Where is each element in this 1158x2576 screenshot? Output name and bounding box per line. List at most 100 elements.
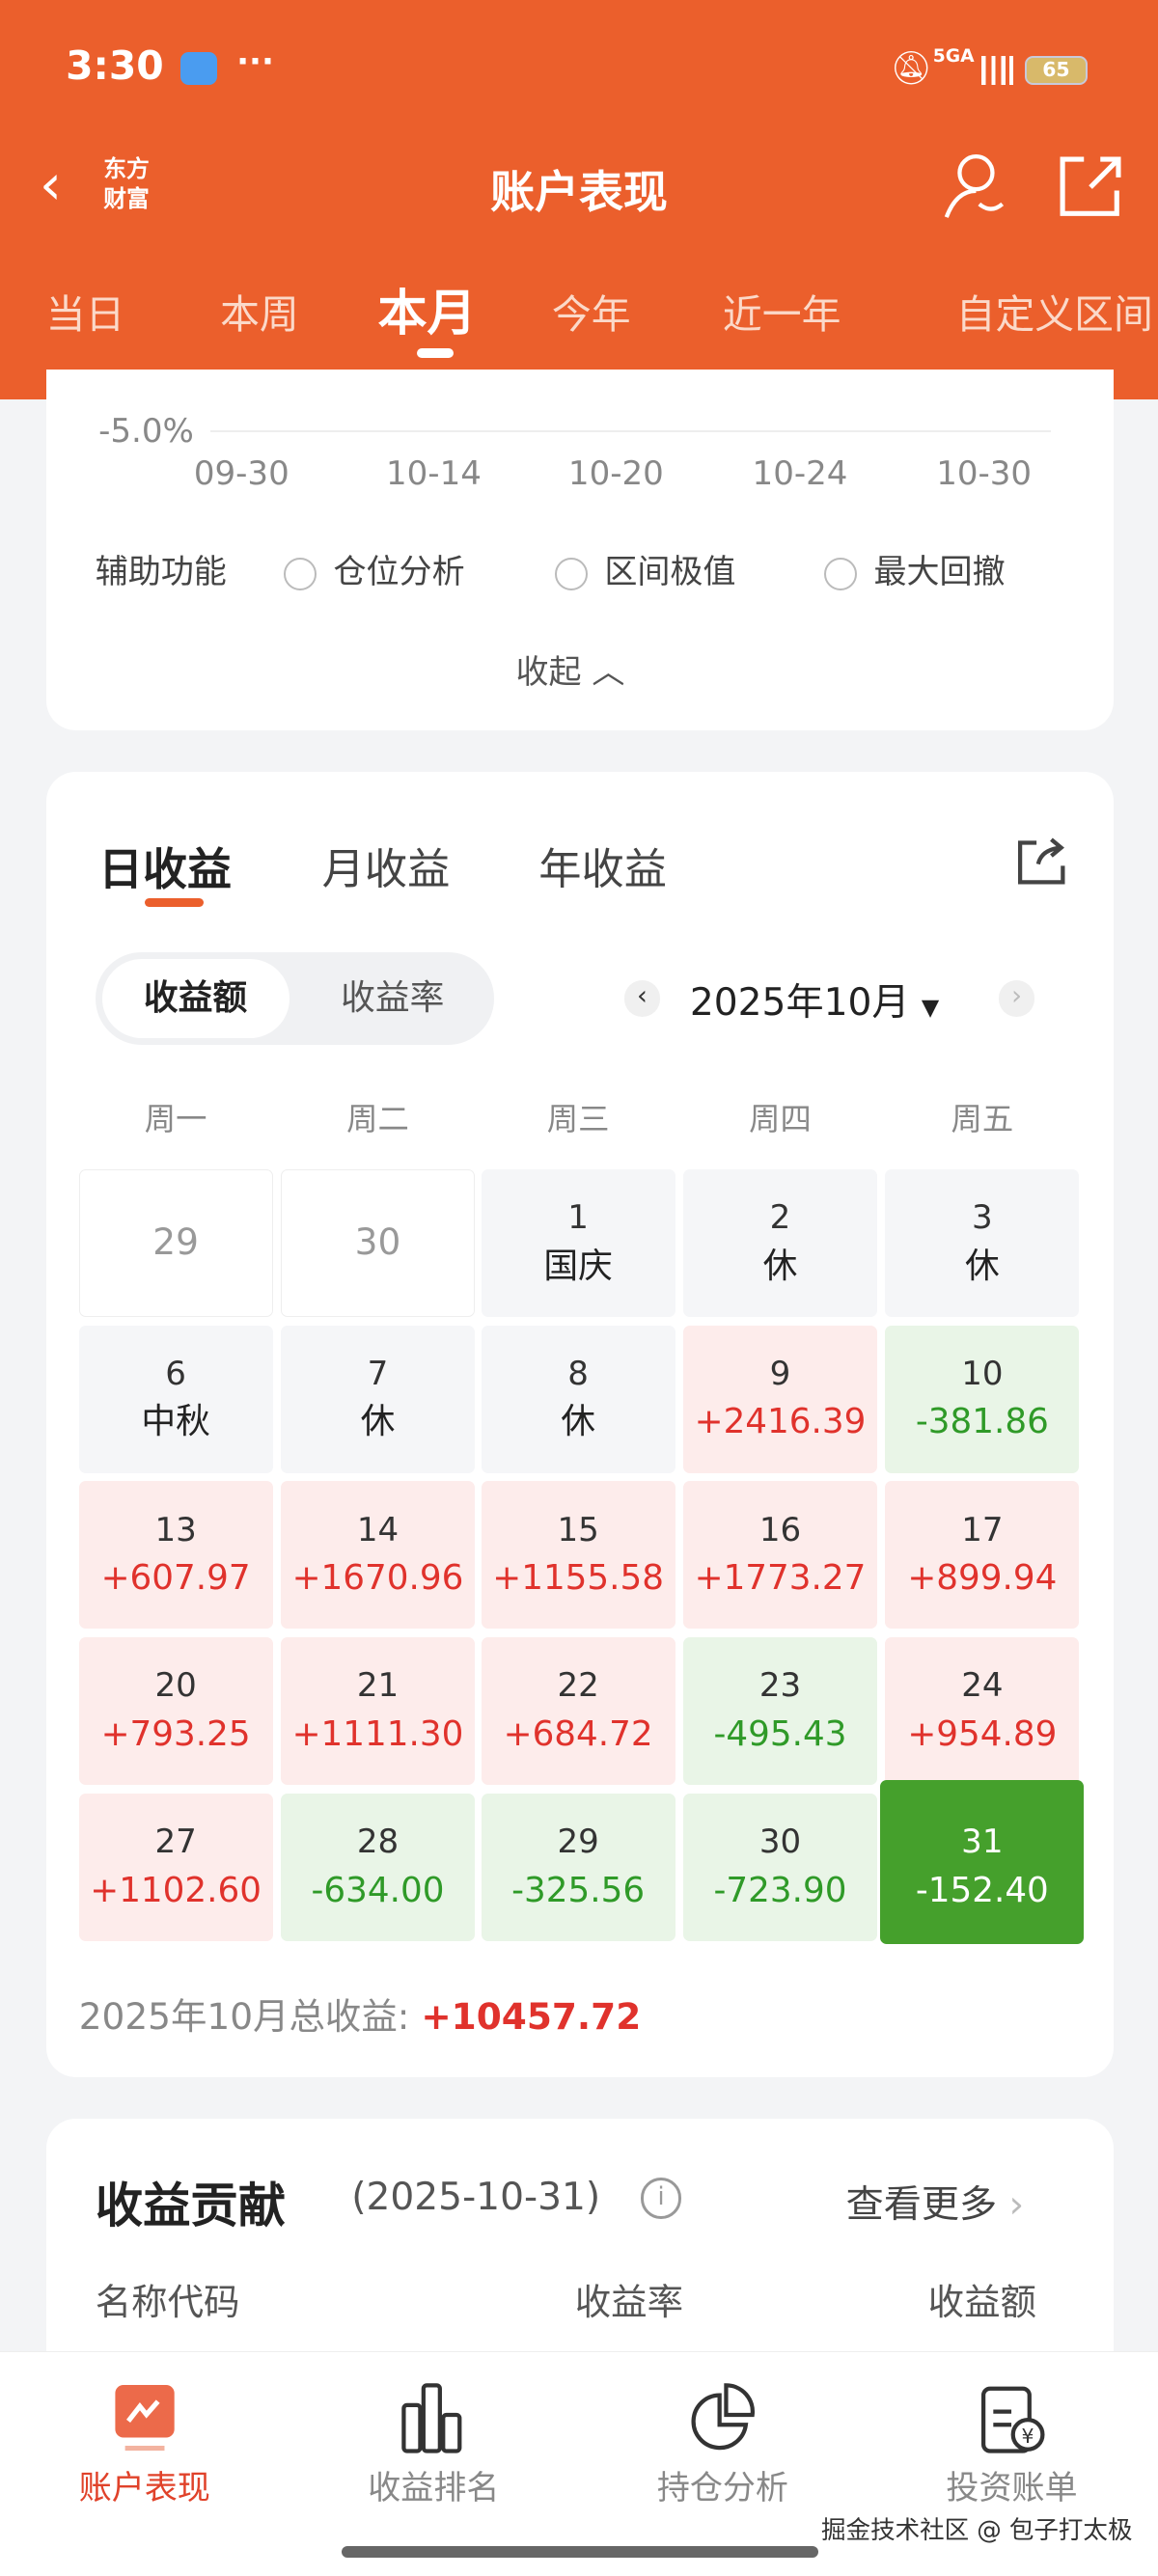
tab-year[interactable]: 今年 [551, 290, 631, 338]
day-number: 30 [758, 1822, 802, 1861]
holiday-label: 中秋 [141, 1402, 210, 1442]
day-number: 29 [152, 1219, 199, 1263]
next-month-button[interactable]: › [998, 980, 1035, 1017]
calendar-day[interactable]: 29 -325.56 [481, 1793, 676, 1941]
bell-muted-icon: 🔕︎ [890, 49, 932, 89]
day-income: -325.56 [511, 1870, 646, 1910]
calendar-day[interactable]: 15 +1155.58 [481, 1481, 676, 1630]
day-number: 15 [557, 1510, 599, 1549]
calendar-day[interactable]: 30 -723.90 [683, 1793, 877, 1941]
grid-line [209, 429, 1052, 432]
calendar-day[interactable]: 1 国庆 [481, 1168, 676, 1318]
home-indicator[interactable] [342, 2546, 818, 2559]
calendar-day[interactable]: 6 中秋 [78, 1325, 273, 1473]
calendar-day[interactable]: 23 -495.43 [683, 1636, 877, 1786]
nav-label: 账户表现 [78, 2468, 210, 2507]
collapse-label: 收起 [515, 652, 582, 692]
calendar-day[interactable]: 21 +1111.30 [281, 1636, 475, 1786]
total-value: +10457.72 [421, 1994, 642, 2038]
day-number: 7 [367, 1354, 389, 1393]
calendar-day[interactable]: 30 [281, 1168, 475, 1318]
option-label: 区间极值 [604, 553, 736, 592]
period-tabs: 当日 本周 本月 今年 近一年 自定义区间 [0, 283, 1158, 348]
day-income: -381.86 [915, 1402, 1049, 1442]
watermark: 掘金技术社区 @ 包子打太极 [821, 2515, 1133, 2545]
tab-daily[interactable]: 日收益 [98, 842, 232, 895]
battery-icon: 65 [1025, 55, 1088, 86]
toggle-rate[interactable]: 收益率 [341, 978, 445, 1018]
weekday-label: 周四 [749, 1100, 812, 1137]
tab-month[interactable]: 本月 [377, 285, 477, 343]
bar-chart-icon [401, 2383, 462, 2453]
calendar-day[interactable]: 20 +793.25 [78, 1636, 273, 1786]
more-notifications: ··· [236, 42, 274, 82]
x-tick: 10-20 [567, 454, 664, 494]
day-number: 21 [356, 1666, 400, 1706]
prev-month-button[interactable]: ‹ [623, 980, 661, 1017]
calendar-day[interactable]: 24 +954.89 [885, 1636, 1080, 1786]
signal-icon [974, 55, 1014, 86]
chart-card: -5.0% 09-30 10-14 10-20 10-24 10-30 辅助功能… [45, 369, 1115, 731]
calendar-day[interactable]: 22 +684.72 [481, 1636, 676, 1786]
back-icon[interactable]: ‹ [39, 151, 62, 217]
export-icon[interactable] [1015, 835, 1067, 887]
day-number: 17 [961, 1510, 1004, 1549]
day-number: 8 [567, 1354, 589, 1393]
holiday-label: 休 [762, 1246, 798, 1286]
month-selector[interactable]: 2025年10月 ▼ [690, 973, 939, 1027]
radio-icon [555, 557, 589, 590]
calendar-day[interactable]: 17 +899.94 [885, 1481, 1080, 1630]
info-icon[interactable]: i [640, 2177, 682, 2219]
x-tick: 10-30 [936, 454, 1033, 494]
calendar-day[interactable]: 16 +1773.27 [683, 1481, 877, 1630]
network-type: 5GA [932, 45, 975, 67]
option-position[interactable]: 仓位分析 [284, 545, 465, 592]
collapse-button[interactable]: 收起 ︿ [515, 645, 624, 693]
column-name: 名称代码 [95, 2280, 240, 2323]
day-income: +1111.30 [291, 1713, 464, 1754]
calendar-day[interactable]: 27 +1102.60 [78, 1793, 273, 1941]
tab-monthly[interactable]: 月收益 [321, 844, 451, 894]
day-number: 28 [356, 1822, 400, 1861]
logo[interactable]: 东方财富 [103, 154, 150, 212]
chevron-up-icon: ︿ [592, 652, 625, 692]
share-icon[interactable] [1058, 154, 1123, 217]
active-tab-indicator [417, 347, 454, 359]
day-number: 23 [758, 1666, 802, 1706]
day-number: 31 [961, 1822, 1004, 1861]
tab-yearly[interactable]: 年收益 [538, 844, 668, 894]
view-more-link[interactable]: 查看更多 › [846, 2175, 1025, 2229]
radio-icon [824, 557, 858, 590]
calendar-day[interactable]: 14 +1670.96 [281, 1481, 475, 1630]
day-income: +1773.27 [694, 1558, 867, 1599]
toggle-amount[interactable]: 收益额 [101, 959, 290, 1038]
x-tick: 09-30 [193, 454, 290, 494]
calendar-day[interactable]: 31 -152.40 [880, 1780, 1085, 1945]
day-income: -152.40 [915, 1870, 1049, 1910]
tab-today[interactable]: 当日 [45, 290, 125, 338]
calendar-day[interactable]: 13 +607.97 [78, 1481, 273, 1630]
calendar-day[interactable]: 29 [78, 1168, 273, 1318]
income-tab-indicator [144, 898, 205, 907]
tab-custom[interactable]: 自定义区间 [955, 290, 1153, 338]
day-number: 29 [557, 1822, 599, 1861]
calendar-day[interactable]: 9 +2416.39 [683, 1325, 877, 1473]
tab-last-year[interactable]: 近一年 [722, 290, 841, 338]
column-amount: 收益额 [927, 2280, 1036, 2323]
hide-amount-icon[interactable] [940, 151, 1006, 220]
day-number: 13 [154, 1510, 197, 1549]
month-label: 2025年10月 [689, 980, 910, 1025]
month-total: 2025年10月总收益: +10457.72 [79, 1987, 642, 2040]
day-income: +793.25 [100, 1713, 251, 1754]
option-extreme[interactable]: 区间极值 [555, 545, 735, 592]
option-drawdown[interactable]: 最大回撤 [824, 545, 1006, 592]
calendar-day[interactable]: 10 -381.86 [885, 1325, 1080, 1473]
calendar-day[interactable]: 28 -634.00 [281, 1793, 475, 1941]
nav-label: 持仓分析 [656, 2468, 788, 2507]
tab-week[interactable]: 本周 [220, 290, 299, 338]
day-number: 9 [769, 1354, 791, 1393]
